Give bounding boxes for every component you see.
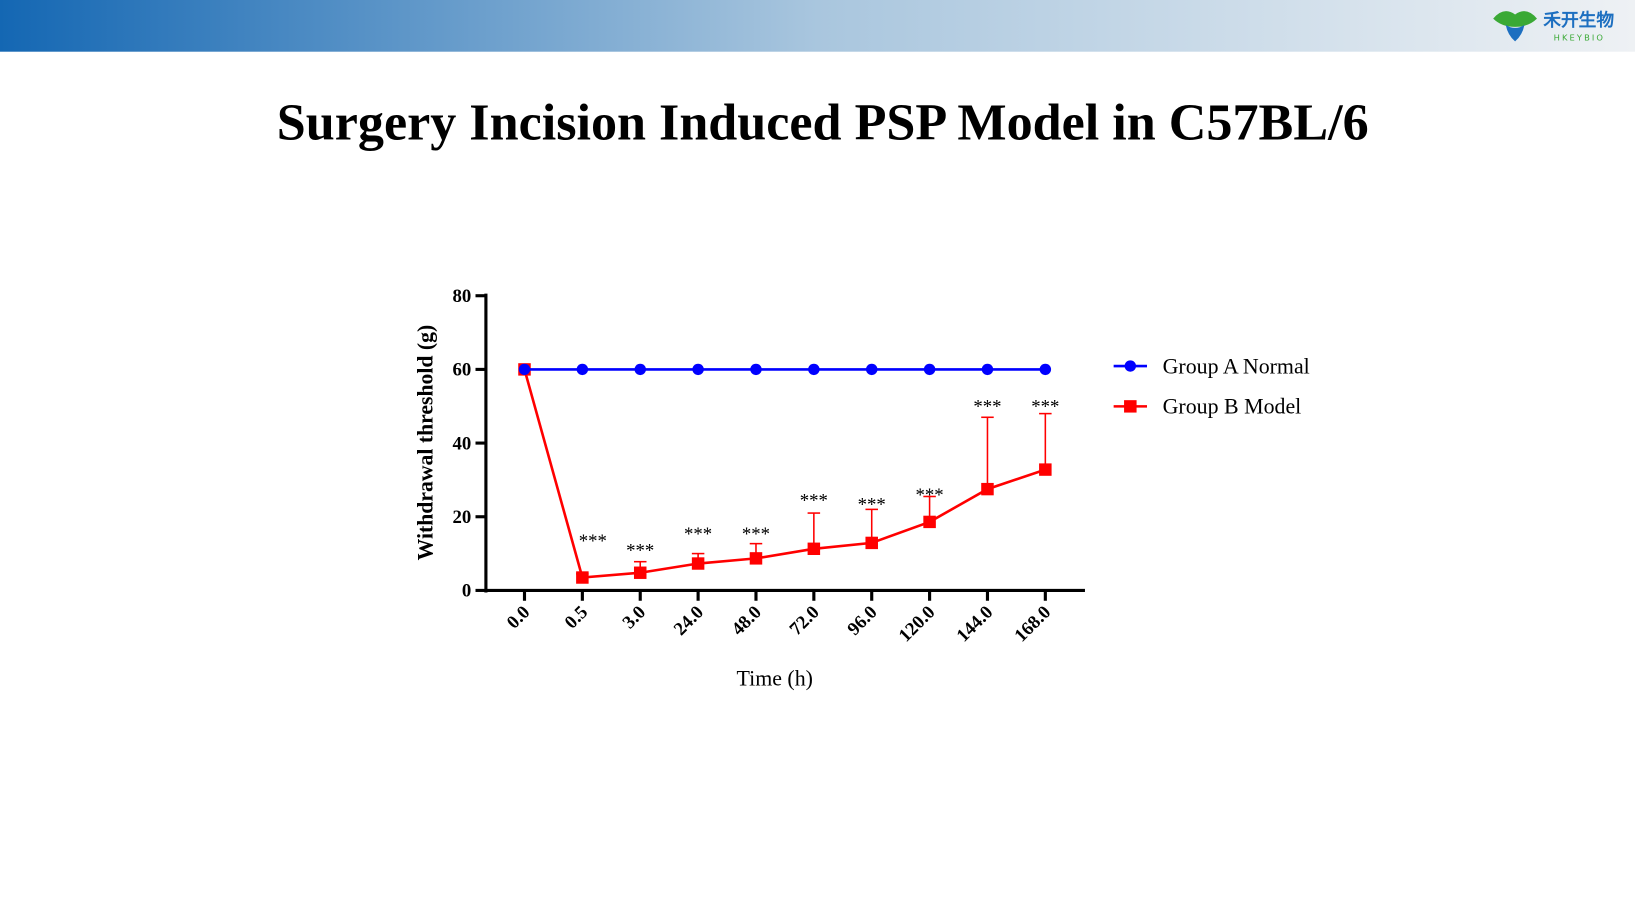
data-point: [807, 542, 821, 556]
significance-label: ***: [916, 485, 944, 506]
data-point: [865, 536, 878, 550]
significance-label: ***: [742, 524, 770, 545]
x-tick-label: 0.5: [561, 602, 592, 633]
y-tick-label: 20: [453, 507, 472, 528]
data-point: [750, 363, 762, 376]
chart: 0 20 40 60 80 0.0 0.5 3.0 24.0 48.0 72.0 96.0 120.0 1…: [414, 286, 1310, 691]
data-point: [1039, 363, 1052, 376]
x-tick-label: 0.0: [503, 602, 534, 633]
legend-label: Group A Normal: [1163, 354, 1310, 378]
data-point: [576, 571, 589, 584]
significance-label: ***: [800, 491, 828, 512]
data-point: [981, 363, 994, 376]
significance-label: ***: [626, 540, 654, 561]
data-point: [981, 482, 994, 496]
y-tick-label: 40: [453, 433, 472, 454]
data-point: [518, 363, 531, 376]
series-line-group-b: [523, 369, 1046, 579]
x-tick-label: 96.0: [843, 602, 881, 640]
x-tick-label: 72.0: [786, 602, 824, 640]
significance-label: ***: [684, 524, 712, 545]
significance-label: ***: [858, 494, 886, 515]
data-point: [576, 363, 589, 376]
data-point: [634, 363, 646, 376]
y-tick-label: 0: [462, 581, 471, 602]
logo-text: 禾开生物: [1543, 9, 1614, 31]
significance-label: ***: [973, 397, 1001, 418]
data-point: [923, 515, 936, 529]
y-axis-label: Withdrawal threshold (g): [414, 325, 438, 561]
legend-label: Group B Model: [1163, 395, 1302, 419]
y-tick-label: 60: [453, 360, 472, 381]
x-tick-label: 3.0: [619, 602, 650, 633]
data-point: [633, 566, 647, 579]
x-tick-label: 168.0: [1010, 602, 1055, 646]
logo-leaf-icon: [1493, 11, 1537, 27]
data-point: [923, 363, 936, 376]
data-point: [749, 552, 763, 565]
slide-title: Surgery Incision Induced PSP Model in C5…: [277, 95, 1369, 152]
y-tick-label: 80: [453, 286, 472, 307]
legend-marker: [1124, 400, 1137, 413]
data-point: [692, 363, 704, 376]
significance-label: ***: [579, 531, 607, 552]
x-axis-label: Time (h): [737, 667, 813, 691]
legend-marker: [1124, 360, 1137, 372]
data-point: [691, 557, 705, 570]
x-tick-label: 24.0: [670, 602, 708, 640]
data-point: [865, 363, 878, 376]
x-tick-label: 144.0: [953, 602, 998, 646]
data-point: [808, 363, 820, 376]
significance-label: ***: [1031, 397, 1059, 418]
data-point: [1039, 463, 1052, 476]
x-tick-label: 48.0: [728, 602, 766, 640]
logo-subtext: HKEYBIO: [1554, 32, 1605, 42]
x-tick-label: 120.0: [895, 602, 940, 646]
company-logo: 禾开生物 HKEYBIO: [1493, 9, 1614, 42]
header-bar: [0, 0, 1635, 52]
